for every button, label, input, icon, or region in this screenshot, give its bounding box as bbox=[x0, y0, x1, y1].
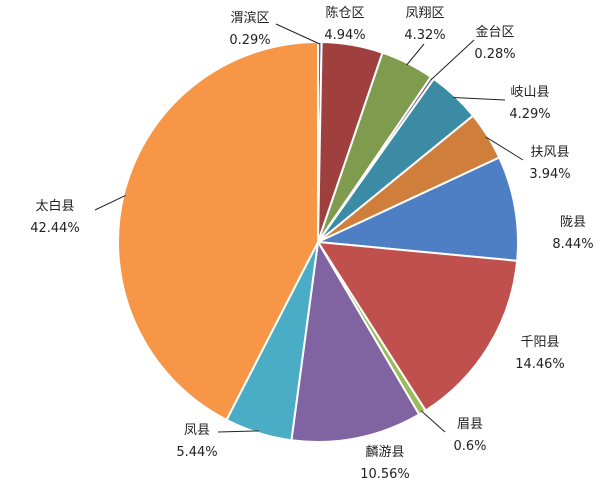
pie-slices bbox=[116, 40, 519, 443]
slice-label-value-11: 5.44% bbox=[176, 445, 217, 460]
slice-label-value-2: 4.94% bbox=[324, 28, 365, 43]
slice-labels: 渭滨区 0.29% 陈仓区 4.94% 凤翔区 4.32% 金台区 0.28% 岐山县 4.29%… bbox=[30, 5, 593, 482]
slice-label-value-4: 0.28% bbox=[474, 47, 515, 62]
slice-label-value-8: 14.46% bbox=[515, 357, 565, 372]
slice-label-name-2: 陈仓区 bbox=[325, 5, 364, 21]
slice-label-name-1: 渭滨区 bbox=[230, 10, 269, 26]
pie-slice-8 bbox=[317, 241, 519, 412]
slice-label-name-4: 金台区 bbox=[475, 24, 514, 40]
slice-label-name-8: 千阳县 bbox=[520, 335, 559, 350]
pie-slice-7 bbox=[317, 156, 519, 262]
slice-label-value-7: 8.44% bbox=[552, 237, 593, 252]
slice-label-name-6: 扶风县 bbox=[530, 145, 569, 160]
slice-label-value-9: 0.6% bbox=[453, 439, 486, 454]
pie-slice-10 bbox=[290, 241, 421, 443]
slice-label-value-12: 42.44% bbox=[30, 221, 80, 236]
slice-label-name-5: 岐山县 bbox=[510, 85, 549, 100]
leader-line-3 bbox=[406, 43, 425, 66]
slice-label-value-1: 0.29% bbox=[229, 33, 270, 48]
leader-line-12 bbox=[94, 194, 126, 211]
leader-line-4 bbox=[430, 39, 475, 80]
slice-label-value-6: 3.94% bbox=[529, 167, 570, 182]
leader-line-9 bbox=[420, 410, 446, 433]
leader-line-11 bbox=[217, 430, 259, 433]
slice-label-value-10: 10.56% bbox=[360, 467, 410, 482]
slice-label-name-3: 凤翔区 bbox=[405, 6, 444, 21]
slice-label-name-12: 太白县 bbox=[35, 198, 74, 214]
leader-lines bbox=[94, 23, 524, 433]
slice-label-name-10: 麟游县 bbox=[365, 444, 404, 460]
leader-line-1 bbox=[275, 23, 321, 45]
slice-label-name-7: 陇县 bbox=[560, 215, 586, 230]
slice-label-value-3: 4.32% bbox=[404, 28, 445, 43]
leader-line-6 bbox=[485, 136, 524, 161]
slice-label-name-11: 凤县 bbox=[184, 423, 210, 438]
leader-line-5 bbox=[453, 97, 506, 101]
slice-label-value-5: 4.29% bbox=[509, 107, 550, 122]
slice-label-name-9: 眉县 bbox=[457, 417, 483, 432]
pie-slice-12 bbox=[116, 41, 319, 421]
